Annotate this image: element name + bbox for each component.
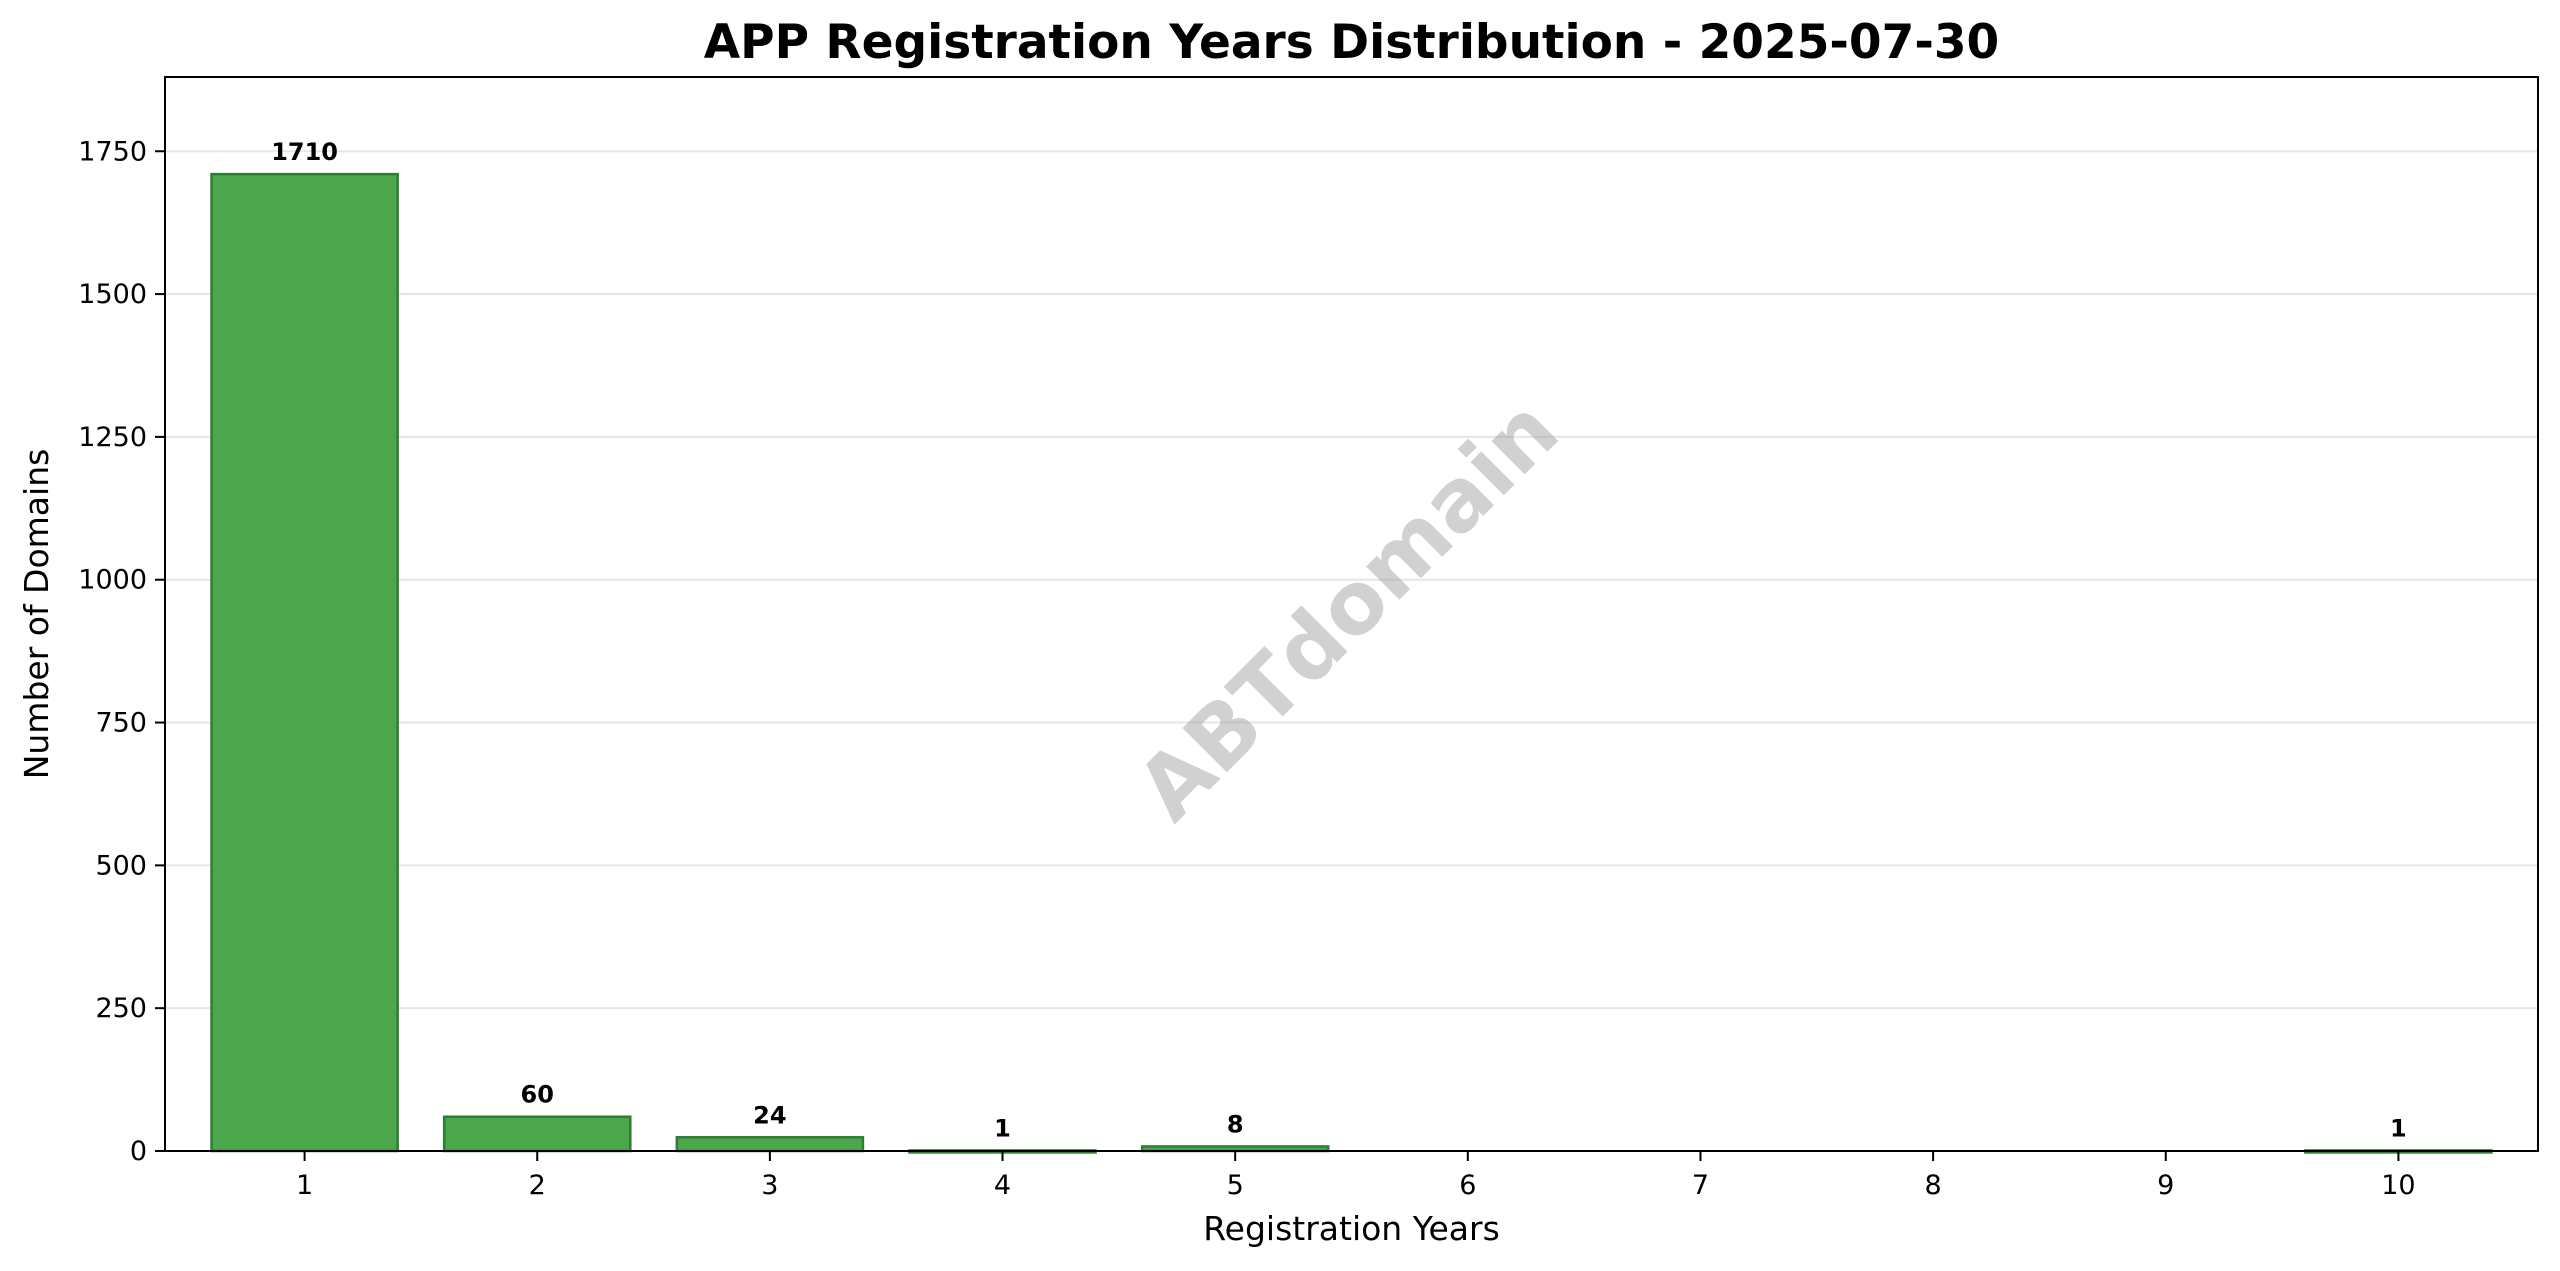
- x-tick-label: 7: [1692, 1170, 1709, 1201]
- x-tick-label: 9: [2157, 1170, 2174, 1201]
- x-tick-label: 6: [1459, 1170, 1476, 1201]
- x-tick-label: 2: [529, 1170, 546, 1201]
- bars: [210, 172, 2493, 1154]
- y-tick-label: 1500: [78, 279, 147, 310]
- y-tick-label: 0: [130, 1136, 147, 1167]
- x-tick-label: 8: [1925, 1170, 1942, 1201]
- y-tick-label: 1750: [78, 136, 147, 167]
- x-axis-label: Registration Years: [1203, 1209, 1500, 1248]
- bar: [442, 1115, 632, 1153]
- chart-title: APP Registration Years Distribution - 20…: [704, 15, 1999, 70]
- gridlines: [165, 150, 2538, 1010]
- x-tick-label: 10: [2381, 1170, 2415, 1201]
- x-tick-label: 4: [994, 1170, 1011, 1201]
- y-tick-label: 500: [95, 850, 147, 881]
- bar-value-label: 24: [753, 1101, 786, 1129]
- y-axis-label: Number of Domains: [17, 449, 56, 780]
- x-tick-label: 1: [296, 1170, 313, 1201]
- bar-value-label: 1: [994, 1114, 1011, 1142]
- bar-value-label: 1: [2390, 1114, 2407, 1142]
- x-tick-label: 5: [1227, 1170, 1244, 1201]
- bar: [210, 172, 399, 1153]
- bar: [675, 1136, 865, 1153]
- bar-value-label: 8: [1227, 1110, 1244, 1138]
- x-axis-ticks: 1 2 3 4 5 6 7 8 9 10: [296, 1151, 2416, 1201]
- y-tick-label: 1250: [78, 422, 147, 453]
- x-tick-label: 3: [761, 1170, 778, 1201]
- bar-value-label: 60: [521, 1081, 554, 1109]
- y-tick-label: 750: [95, 708, 147, 739]
- plot-frame: [164, 76, 2539, 1152]
- y-tick-label: 250: [95, 993, 147, 1024]
- y-axis-ticks: 0 250 500 750 1000 1250 1500 1750: [78, 136, 165, 1167]
- y-tick-label: 1000: [78, 565, 147, 596]
- bar-value-label: 1710: [271, 138, 338, 166]
- bar-value-labels: 1710 60 24 1 8 1: [271, 138, 2407, 1142]
